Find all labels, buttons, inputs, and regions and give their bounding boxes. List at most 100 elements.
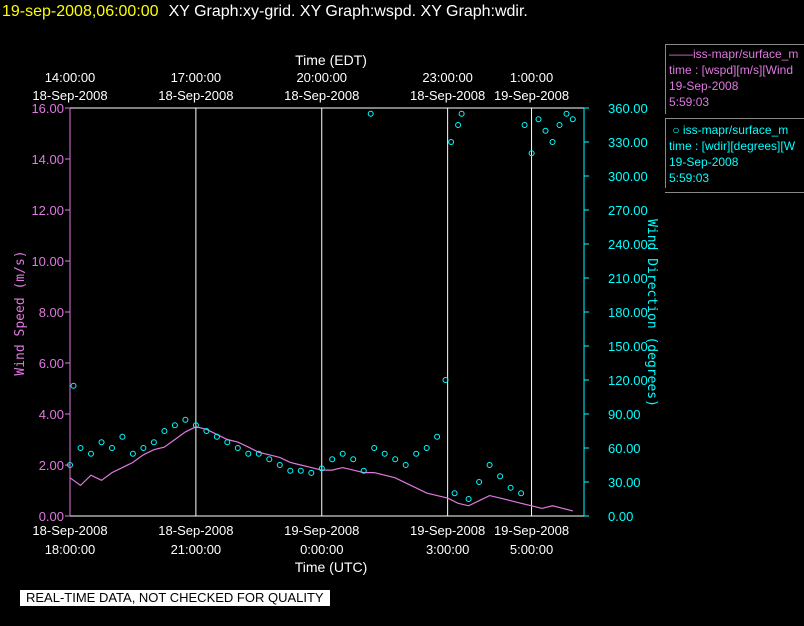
series-point-wdir: [535, 116, 542, 123]
series-point-wdir: [119, 433, 126, 440]
right-tick-label: 0.00: [608, 509, 633, 524]
series-point-wdir: [542, 127, 549, 134]
series-point-wdir: [563, 110, 570, 117]
series-point-wdir: [569, 116, 576, 123]
grid-lines: [69, 108, 533, 516]
series-point-wdir: [455, 122, 462, 128]
legend-entry-wspd-line1: ——iss-mapr/surface_m: [669, 47, 799, 61]
legend-entry-wspd: ——iss-mapr/surface_m time : [wspd][m/s][…: [665, 46, 804, 110]
series-point-wdir: [234, 445, 241, 451]
series-point-wdir: [192, 422, 199, 429]
right-tick-label: 210.00: [608, 271, 648, 286]
series-point-wdir: [528, 150, 535, 157]
top-tick-label-date: 19-Sep-2008: [494, 88, 569, 103]
left-tick-label: 8.00: [39, 305, 64, 320]
series-point-wdir: [203, 428, 210, 434]
left-tick-label: 6.00: [39, 356, 64, 371]
bottom-tick-label-time: 5:00:00: [510, 542, 553, 557]
series-line-wspd: [69, 426, 573, 512]
left-tick-label: 0.00: [39, 509, 64, 524]
axes-layer: [65, 107, 589, 517]
top-tick-label-date: 18-Sep-2008: [32, 88, 107, 103]
legend-separator: [665, 118, 804, 119]
left-tick-label: 10.00: [31, 254, 64, 269]
series-point-wdir: [507, 484, 514, 491]
series-point-wdir: [308, 469, 315, 476]
series-point-wdir: [77, 445, 84, 451]
series-point-wdir: [465, 496, 472, 502]
header-date: 19-sep-2008,06:00:00: [2, 3, 159, 20]
series-point-wdir: [497, 473, 504, 480]
legend: ——iss-mapr/surface_m time : [wspd][m/s][…: [665, 44, 804, 194]
series-point-wdir: [434, 433, 441, 440]
bottom-tick-label-time: 3:00:00: [426, 542, 469, 557]
series-point-wdir: [276, 462, 283, 468]
series-point-wdir: [350, 456, 357, 463]
bottom-tick-label-date: 19-Sep-2008: [410, 523, 485, 538]
series-point-wdir: [150, 439, 157, 446]
series-point-wdir: [549, 139, 556, 145]
top-tick-label-date: 18-Sep-2008: [284, 88, 359, 103]
series-point-wdir: [381, 450, 388, 457]
series-point-wdir: [486, 462, 493, 468]
series-point-wdir: [476, 479, 483, 485]
legend-wdir-name: iss-mapr/surface_m: [682, 123, 789, 137]
legend-border: [665, 118, 666, 188]
series-point-wdir: [213, 433, 220, 440]
right-tick-label: 330.00: [608, 135, 648, 150]
bottom-tick-label-date: 19-Sep-2008: [284, 523, 359, 538]
top-tick-label-time: 20:00:00: [296, 70, 347, 85]
top-tick-label-date: 18-Sep-2008: [158, 88, 233, 103]
top-tick-label-date: 18-Sep-2008: [410, 88, 485, 103]
legend-entry-wspd-line3: 19-Sep-2008: [669, 79, 739, 93]
series-layer: [67, 110, 576, 512]
legend-border: [665, 44, 666, 114]
left-tick-label: 14.00: [31, 152, 64, 167]
right-tick-label: 270.00: [608, 203, 648, 218]
x-axis-bottom-label: Time (UTC): [295, 559, 368, 575]
right-tick-label: 180.00: [608, 305, 648, 320]
bottom-tick-label-date: 18-Sep-2008: [32, 523, 107, 538]
series-point-wdir: [161, 428, 168, 434]
series-point-wdir: [255, 450, 262, 457]
right-tick-label: 60.00: [608, 441, 641, 456]
legend-entry-wspd-line4: 5:59:03: [669, 95, 710, 109]
right-tick-label: 90.00: [608, 407, 641, 422]
bottom-tick-label-time: 18:00:00: [45, 542, 96, 557]
top-tick-label-time: 1:00:00: [510, 70, 553, 85]
right-tick-label: 360.00: [608, 101, 648, 116]
series-point-wdir: [109, 445, 115, 451]
left-tick-label: 4.00: [39, 407, 64, 422]
series-point-wdir: [129, 450, 136, 457]
header-titles: XY Graph:xy-grid. XY Graph:wspd. XY Grap…: [168, 3, 528, 20]
series-point-wdir: [266, 456, 273, 463]
legend-wspd-name: iss-mapr/surface_m: [693, 47, 799, 61]
legend-separator: [665, 192, 804, 193]
left-tick-label: 12.00: [31, 203, 64, 218]
y-axis-right-label: Wind Direction (degrees): [644, 219, 659, 407]
series-point-wdir: [521, 122, 528, 128]
series-point-wdir: [367, 110, 374, 117]
series-point-wdir: [182, 416, 189, 423]
series-point-wdir: [451, 490, 458, 497]
series-point-wdir: [423, 445, 430, 451]
legend-separator: [665, 44, 804, 45]
legend-entry-wdir-line3: 19-Sep-2008: [669, 155, 739, 169]
series-point-wdir: [442, 377, 449, 383]
right-tick-label: 300.00: [608, 169, 648, 184]
top-tick-label-time: 23:00:00: [422, 70, 473, 85]
series-point-wdir: [329, 456, 336, 463]
series-point-wdir: [458, 110, 465, 117]
series-point-wdir: [70, 382, 77, 389]
series-point-wdir: [518, 490, 525, 497]
top-tick-label-time: 17:00:00: [171, 70, 222, 85]
series-point-wdir: [287, 467, 294, 474]
legend-entry-wdir-line4: 5:59:03: [669, 171, 710, 185]
right-tick-label: 150.00: [608, 339, 648, 354]
series-point-wdir: [392, 456, 399, 463]
tick-labels: 0.00 2.00 4.00 6.00 8.00 10.00 12.00 14.00 16.00…: [31, 70, 647, 557]
series-point-wdir: [402, 462, 409, 468]
series-point-wdir: [224, 439, 231, 446]
series-point-wdir: [556, 122, 563, 128]
